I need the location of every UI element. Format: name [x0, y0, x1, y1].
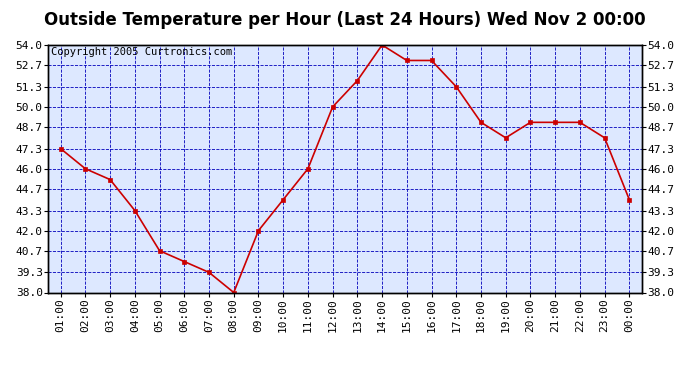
Text: Copyright 2005 Curtronics.com: Copyright 2005 Curtronics.com [51, 48, 233, 57]
Text: Outside Temperature per Hour (Last 24 Hours) Wed Nov 2 00:00: Outside Temperature per Hour (Last 24 Ho… [44, 11, 646, 29]
